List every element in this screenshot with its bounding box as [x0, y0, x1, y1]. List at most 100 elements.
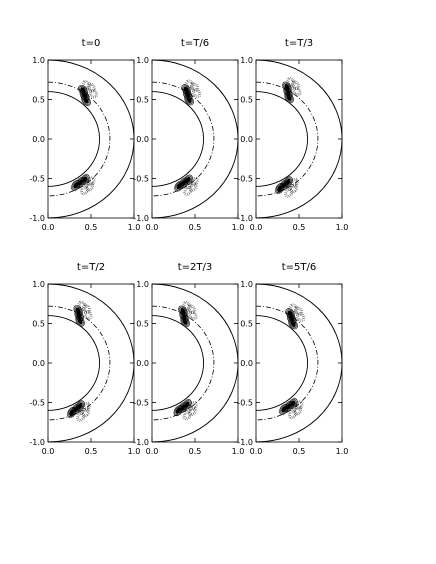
contour-solid — [81, 175, 89, 184]
y-tick-label: -1.0 — [29, 214, 45, 223]
contour-solid — [185, 176, 191, 184]
contour-dotted — [188, 306, 194, 313]
contour-dotted — [78, 413, 84, 420]
contour-cluster — [173, 399, 198, 421]
panel-title: t=5T/6 — [282, 262, 317, 273]
contour-dotted — [84, 311, 92, 319]
contour-dotted — [187, 406, 197, 417]
contour-solid — [182, 85, 191, 94]
contour-dotted — [86, 82, 96, 93]
contour-dotted — [291, 180, 297, 186]
contour-solid — [180, 307, 186, 315]
contour-solid — [179, 306, 187, 316]
contour-dotted — [189, 311, 197, 320]
contour-solid — [184, 401, 190, 408]
x-tick-label: 1.0 — [232, 447, 245, 456]
contour-dotted — [190, 403, 196, 409]
contour-solid — [76, 401, 84, 411]
contour-dotted — [85, 312, 91, 318]
contour-dotted — [83, 305, 90, 313]
contour-dotted — [293, 405, 303, 416]
contour-dotted — [81, 407, 90, 418]
contour-dotted — [187, 304, 196, 315]
x-tick-label: 1.0 — [336, 447, 349, 456]
x-tick-label: 0.0 — [42, 223, 55, 232]
contour-cluster — [275, 176, 299, 198]
contour-dotted — [190, 184, 196, 190]
y-tick-label: -0.5 — [29, 399, 45, 408]
contour-solid — [285, 178, 291, 186]
contour-solid — [289, 399, 297, 408]
contour-dotted — [188, 401, 198, 411]
contour-dotted — [297, 313, 304, 321]
contour-solid — [286, 309, 295, 318]
y-tick-label: 0.0 — [32, 359, 45, 368]
contour-dotted — [291, 305, 297, 312]
contour-dotted — [190, 312, 196, 319]
panel-5: t=2T/3 -1.0 -0.5 0.0 0.5 1.0 0.0 0.5 1.0 — [133, 262, 244, 456]
contour-solid — [75, 307, 81, 314]
contour-solid — [283, 176, 293, 188]
x-tick-label: 1.0 — [232, 223, 245, 232]
contour-dotted — [288, 79, 294, 85]
panel-title: t=2T/3 — [178, 262, 213, 273]
contour-solid — [290, 400, 296, 407]
y-tick-label: 0.0 — [32, 135, 45, 144]
contour-dotted — [183, 302, 191, 310]
contour-dotted — [187, 81, 193, 88]
y-tick-label: 0.5 — [136, 320, 149, 329]
contour-dotted — [185, 188, 191, 194]
contour-dotted — [183, 411, 191, 420]
contour-dotted — [296, 402, 302, 409]
contour-dotted — [184, 187, 192, 195]
contour-dotted — [186, 80, 194, 89]
contour-dotted — [77, 300, 87, 311]
contour-solid — [80, 174, 90, 185]
contour-dotted — [294, 88, 300, 95]
contour-dotted — [88, 178, 94, 185]
contour-dotted — [87, 183, 93, 190]
x-tick-label: 0.5 — [85, 447, 98, 456]
x-tick-label: 0.5 — [189, 447, 202, 456]
y-tick-label: 0.0 — [240, 359, 253, 368]
contour-dotted — [184, 303, 190, 309]
y-tick-label: -1.0 — [237, 438, 253, 447]
contour-dotted — [88, 84, 94, 91]
y-tick-label: 0.5 — [240, 96, 253, 105]
contour-dotted — [87, 83, 95, 92]
contour-dotted — [290, 184, 297, 193]
contour-cluster — [78, 80, 98, 106]
contour-dotted — [87, 177, 95, 186]
contour-dotted — [295, 401, 303, 410]
contour-cluster — [67, 400, 91, 422]
dashdot-arc — [255, 305, 319, 421]
contour-dotted — [291, 179, 298, 187]
y-tick-label: 0.0 — [136, 359, 149, 368]
contour-cluster — [71, 174, 96, 196]
contour-dotted — [188, 310, 198, 321]
contour-dotted — [81, 186, 89, 195]
contour-solid — [284, 177, 292, 187]
contour-dotted — [83, 81, 91, 89]
contour-solid — [178, 305, 188, 317]
contour-solid — [183, 174, 193, 186]
contour-dotted — [191, 84, 197, 90]
contour-dotted — [289, 303, 299, 314]
x-tick-label: 0.5 — [293, 447, 306, 456]
contour-dotted — [291, 81, 299, 90]
x-tick-label: 0.0 — [250, 223, 263, 232]
contour-dotted — [182, 410, 192, 421]
inner-shell-arc — [151, 91, 205, 187]
panel-6: t=5T/6 -1.0 -0.5 0.0 0.5 1.0 0.0 0.5 1.0 — [237, 262, 348, 456]
contour-dotted — [294, 406, 302, 415]
contour-solid — [79, 86, 87, 95]
x-tick-label: 0.5 — [85, 223, 98, 232]
contour-dotted — [291, 185, 296, 192]
contour-solid — [285, 308, 296, 319]
panel-3: t=T/3 -1.0 -0.5 0.0 0.5 1.0 0.0 0.5 1.0 — [237, 38, 348, 232]
contour-dotted — [84, 306, 89, 312]
contour-dotted — [83, 403, 90, 411]
contour-solid — [80, 87, 86, 94]
contour-dotted — [85, 181, 95, 192]
